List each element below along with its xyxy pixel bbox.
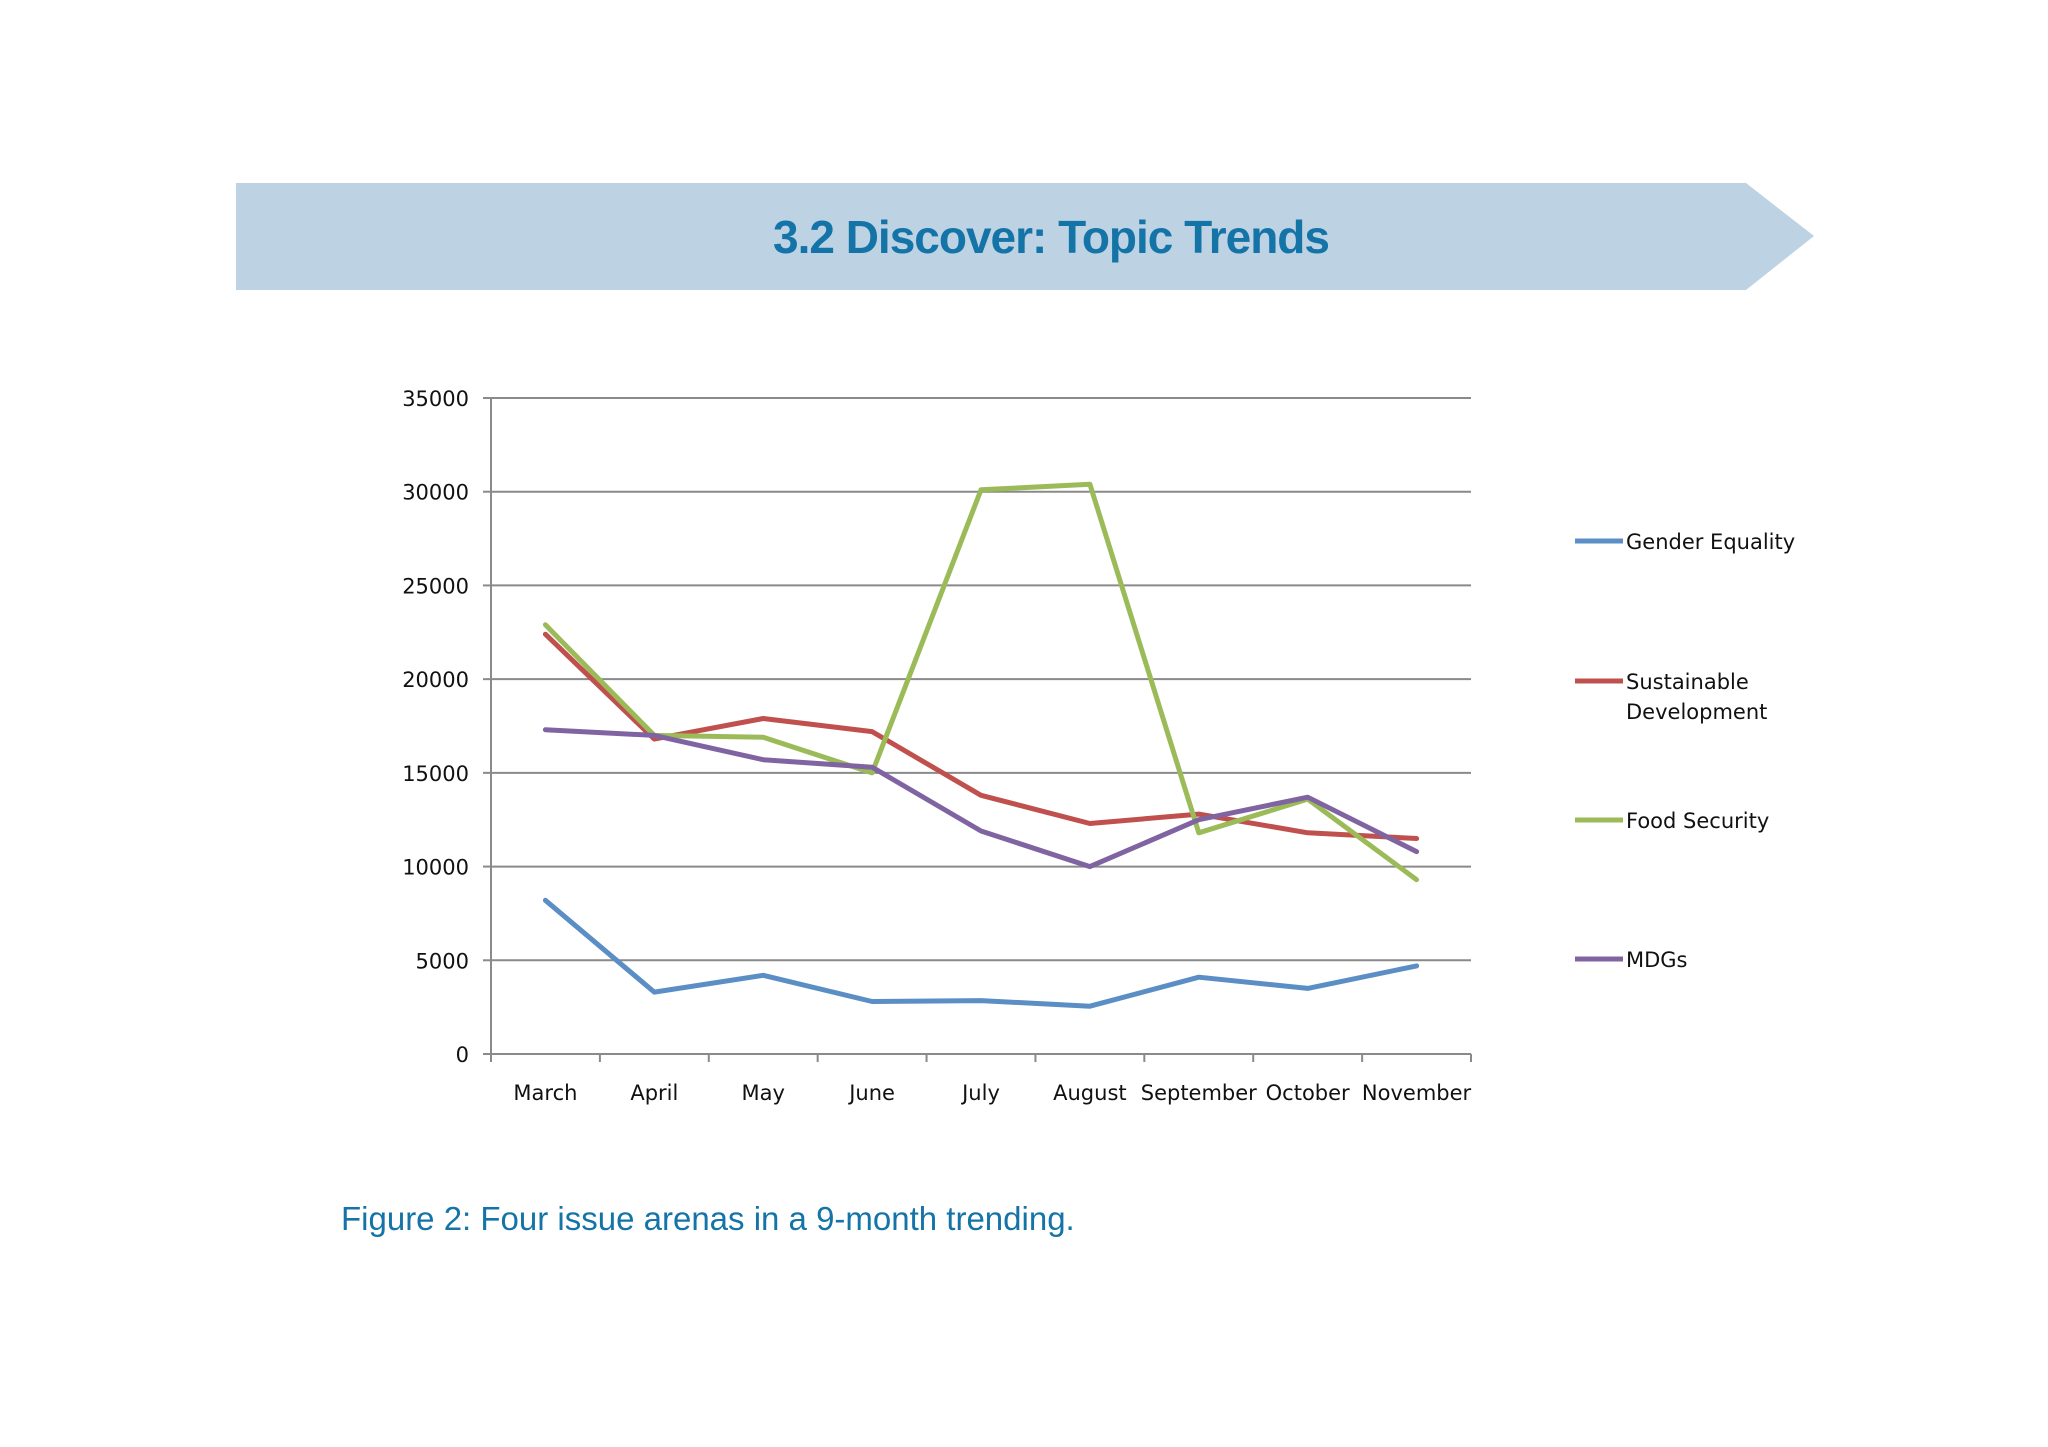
legend-label-food-security: Food Security: [1626, 809, 1769, 833]
section-banner: 3.2 Discover: Topic Trends: [236, 183, 1814, 290]
y-tick-label: 25000: [402, 574, 469, 598]
series-lines: [542, 481, 1420, 1009]
y-tick-label: 0: [456, 1043, 469, 1067]
series-line-mdgs: [542, 727, 1420, 870]
figure-caption: Figure 2: Four issue arenas in a 9-month…: [341, 1200, 1075, 1237]
x-tick-label: October: [1266, 1081, 1350, 1105]
x-tick-label: November: [1362, 1081, 1472, 1105]
x-tick-label: March: [513, 1081, 577, 1105]
x-tick-label: June: [847, 1081, 895, 1105]
axes: [483, 397, 1472, 1062]
series-line-sustainable-development: [542, 631, 1420, 841]
x-tick-label: August: [1053, 1081, 1127, 1105]
x-tick-labels: March April May June July August September Octo…: [513, 1081, 1471, 1105]
x-tick-label: September: [1141, 1081, 1257, 1105]
page-title: 3.2 Discover: Topic Trends: [772, 210, 1330, 263]
y-tick-label: 35000: [402, 387, 469, 411]
y-tick-label: 15000: [402, 762, 469, 786]
x-tick-label: May: [742, 1081, 785, 1105]
legend: Gender Equality Sustainable Development Foo…: [1575, 530, 1795, 972]
x-tick-label: April: [630, 1081, 678, 1105]
y-tick-labels: 0 5000 10000 15000 20000 25000 30000 35000: [402, 387, 469, 1067]
y-tick-label: 10000: [402, 856, 469, 880]
legend-label-sustainable-development: Sustainable Development: [1626, 670, 1767, 724]
legend-label-gender-equality: Gender Equality: [1626, 530, 1795, 554]
banner-arrow-shape: [236, 183, 1814, 290]
grid-lines: [491, 397, 1471, 962]
y-tick-label: 5000: [416, 949, 469, 973]
series-line-food-security: [542, 481, 1420, 883]
y-tick-label: 30000: [402, 481, 469, 505]
series-line-gender-equality: [542, 897, 1420, 1009]
legend-label-mdgs: MDGs: [1626, 948, 1688, 972]
y-tick-label: 20000: [402, 668, 469, 692]
x-tick-label: July: [960, 1081, 1000, 1105]
